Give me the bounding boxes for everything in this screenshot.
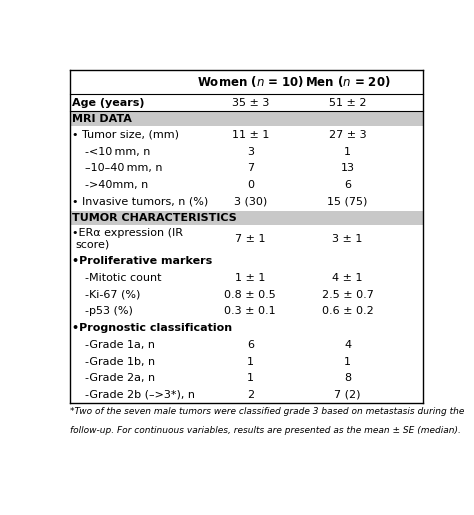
Text: 0: 0	[247, 180, 254, 190]
Text: 2: 2	[246, 390, 254, 400]
Text: 7 (2): 7 (2)	[334, 390, 361, 400]
Text: -Grade 2b (–>3*), n: -Grade 2b (–>3*), n	[85, 390, 195, 400]
Text: Women ($\it{n}$ = 10): Women ($\it{n}$ = 10)	[197, 74, 304, 89]
Text: •Prognostic classification: •Prognostic classification	[72, 323, 232, 333]
Text: 6: 6	[247, 340, 254, 350]
Text: 1: 1	[344, 357, 351, 367]
Text: score): score)	[76, 239, 110, 250]
Text: 1: 1	[247, 357, 254, 367]
Text: 1: 1	[344, 147, 351, 157]
Text: 35 ± 3: 35 ± 3	[232, 97, 269, 108]
Text: -<10 mm, n: -<10 mm, n	[85, 147, 150, 157]
Text: *Two of the seven male tumors were classified grade 3 based on metastasis during: *Two of the seven male tumors were class…	[70, 407, 465, 416]
Text: 15 (75): 15 (75)	[328, 197, 368, 207]
Text: Age (years): Age (years)	[72, 97, 145, 108]
Text: -Grade 1a, n: -Grade 1a, n	[85, 340, 155, 350]
Text: 7: 7	[246, 163, 254, 173]
Text: –10–40 mm, n: –10–40 mm, n	[85, 163, 163, 173]
Text: 1: 1	[247, 373, 254, 383]
Text: 0.3 ± 0.1: 0.3 ± 0.1	[225, 306, 276, 316]
Text: -Ki-67 (%): -Ki-67 (%)	[85, 290, 140, 300]
Text: MRI DATA: MRI DATA	[72, 114, 132, 124]
Text: 2.5 ± 0.7: 2.5 ± 0.7	[322, 290, 374, 300]
Text: TUMOR CHARACTERISTICS: TUMOR CHARACTERISTICS	[72, 213, 237, 223]
Text: -p53 (%): -p53 (%)	[85, 306, 133, 316]
Text: •ERα expression (IR: •ERα expression (IR	[72, 228, 183, 237]
Text: 27 ± 3: 27 ± 3	[329, 130, 366, 140]
Bar	[70, 211, 423, 225]
Text: ->40mm, n: ->40mm, n	[85, 180, 148, 190]
Bar	[70, 111, 423, 126]
Text: 8: 8	[344, 373, 351, 383]
Text: 3: 3	[247, 147, 254, 157]
Text: 0.6 ± 0.2: 0.6 ± 0.2	[322, 306, 374, 316]
Text: 3 (30): 3 (30)	[234, 197, 267, 207]
Text: • Tumor size, (mm): • Tumor size, (mm)	[72, 130, 179, 140]
Text: 1 ± 1: 1 ± 1	[235, 273, 265, 283]
Text: -Grade 1b, n: -Grade 1b, n	[85, 357, 155, 367]
Text: • Invasive tumors, n (%): • Invasive tumors, n (%)	[72, 197, 209, 207]
Text: 0.8 ± 0.5: 0.8 ± 0.5	[224, 290, 276, 300]
Text: -Grade 2a, n: -Grade 2a, n	[85, 373, 155, 383]
Text: Men ($\it{n}$ = 20): Men ($\it{n}$ = 20)	[305, 74, 391, 89]
Text: 6: 6	[344, 180, 351, 190]
Text: -Mitotic count: -Mitotic count	[85, 273, 162, 283]
Text: 4 ± 1: 4 ± 1	[332, 273, 363, 283]
Text: 51 ± 2: 51 ± 2	[329, 97, 366, 108]
Text: 11 ± 1: 11 ± 1	[232, 130, 269, 140]
Text: 3 ± 1: 3 ± 1	[332, 234, 363, 244]
Text: •Proliferative markers: •Proliferative markers	[72, 256, 212, 266]
Text: 7 ± 1: 7 ± 1	[235, 234, 265, 244]
Text: 13: 13	[341, 163, 355, 173]
Text: 4: 4	[344, 340, 351, 350]
Text: follow-up. For continuous variables, results are presented as the mean ± SE (med: follow-up. For continuous variables, res…	[70, 426, 461, 435]
